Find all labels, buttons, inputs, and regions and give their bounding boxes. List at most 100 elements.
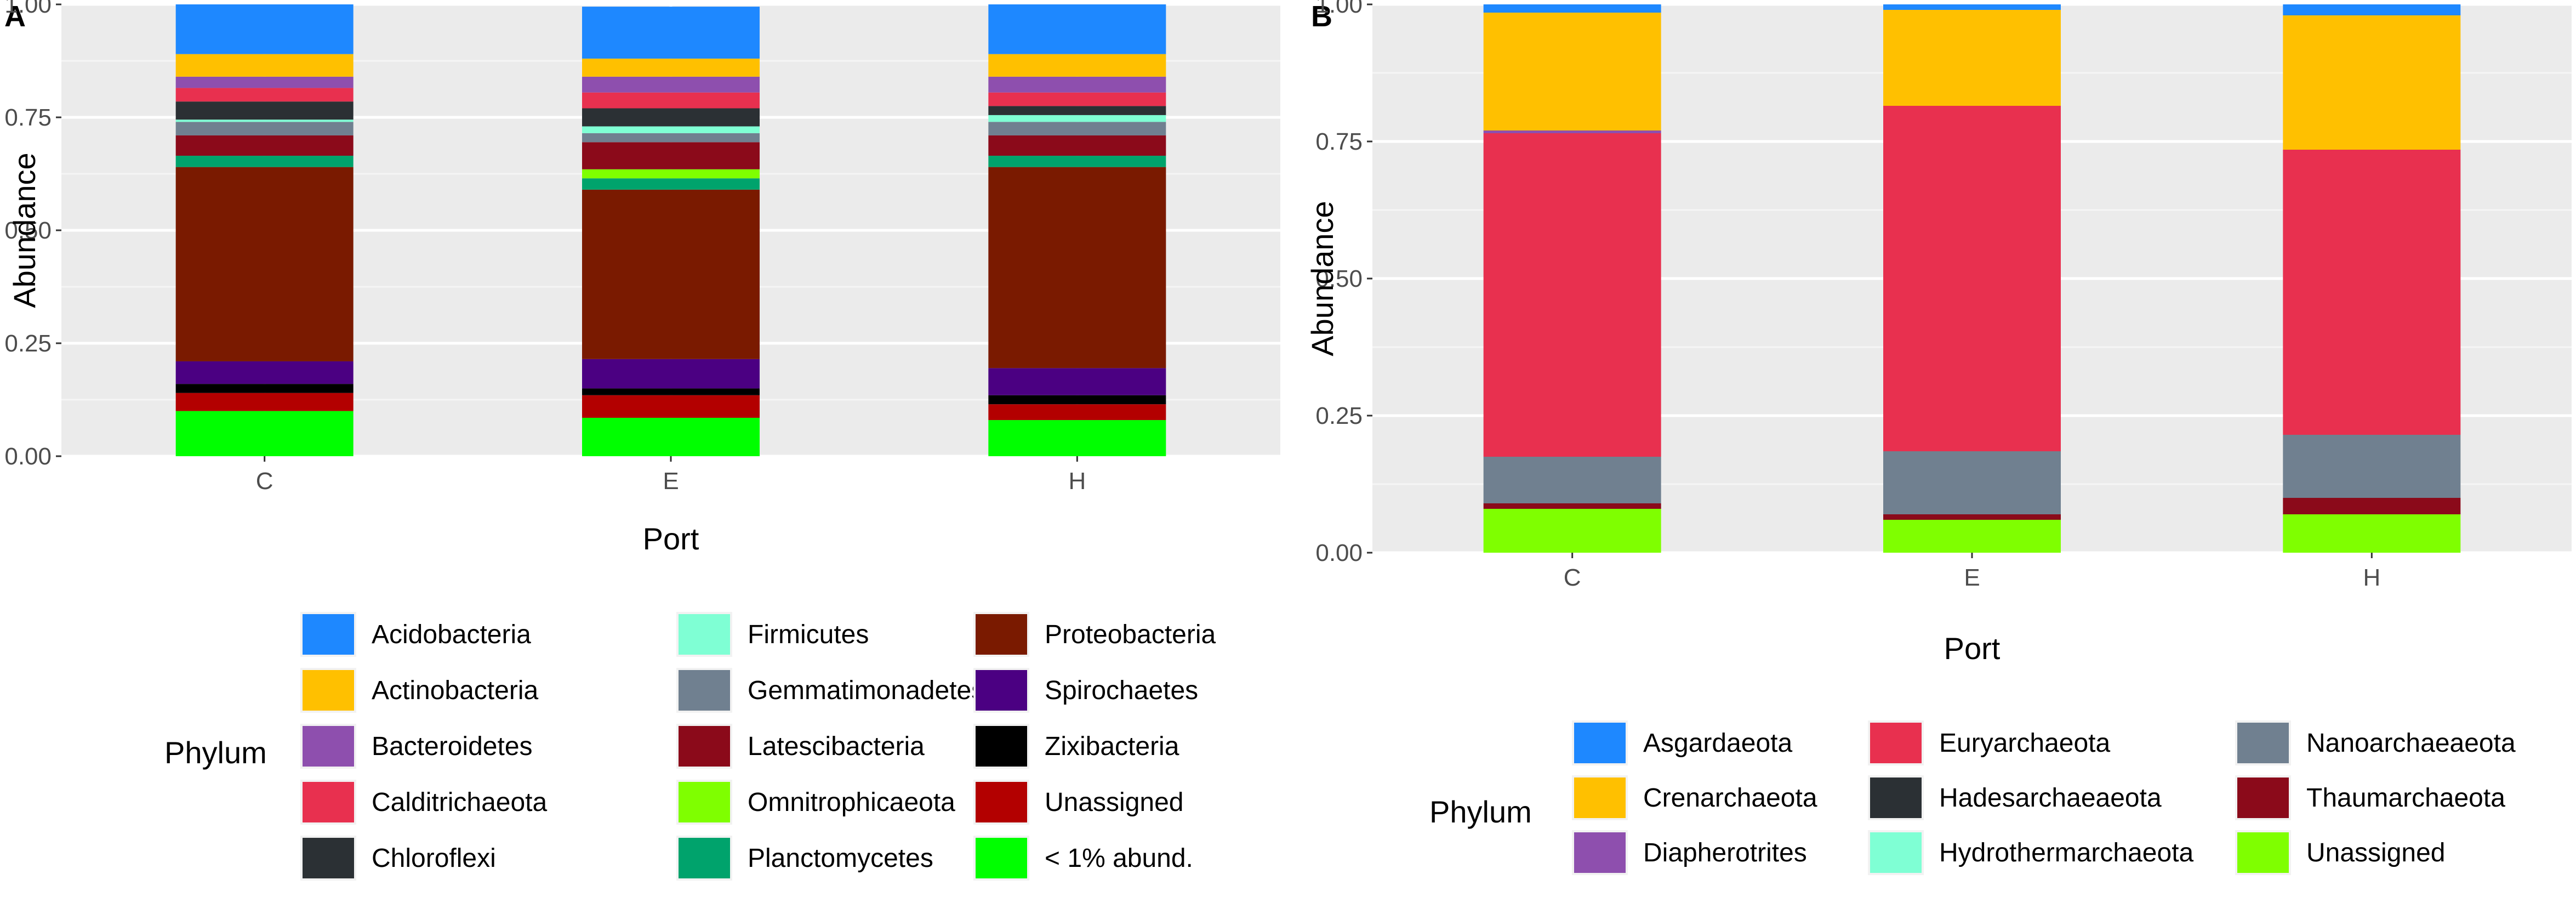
- bar-segment-a-h-gemmatimonadetes: [988, 122, 1166, 135]
- x-axis-title-a: Port: [643, 521, 699, 556]
- legend-swatch-a-firmicutes: [679, 614, 730, 655]
- bar-segment-b-e-asgardaeota: [1883, 4, 2061, 10]
- bar-segment-a-c-gemmatimonadetes: [175, 122, 354, 135]
- bar-segment-a-e-calditrichaeota: [582, 92, 760, 109]
- bar-segment-b-h-nanoarchaeaeota: [2283, 435, 2461, 498]
- bar-segment-b-e-nanoarchaeaeota: [1883, 451, 2061, 514]
- bar-segment-a-e-spirochaetes: [582, 359, 760, 389]
- bar-segment-b-e-thaumarchaeota: [1883, 514, 2061, 520]
- bar-segment-a-c-1-abund: [175, 411, 354, 456]
- bar-segment-a-h-latescibacteria: [988, 135, 1166, 156]
- bar-segment-a-h-spirochaetes: [988, 368, 1166, 395]
- legend-label-a-zixibacteria: Zixibacteria: [1045, 732, 1179, 761]
- legend-label-b-nanoarchaeaeota: Nanoarchaeaeota: [2306, 729, 2516, 758]
- bar-segment-b-e-crenarchaeota: [1883, 10, 2061, 106]
- bar-segment-a-c-chloroflexi: [175, 101, 354, 120]
- bar-segment-a-c-latescibacteria: [175, 135, 354, 156]
- bar-segment-a-h-bacteroidetes: [988, 76, 1166, 93]
- bar-segment-b-h-thaumarchaeota: [2283, 498, 2461, 514]
- legend-label-a-bacteroidetes: Bacteroidetes: [372, 732, 533, 761]
- bar-segment-a-e-unassigned: [582, 395, 760, 418]
- legend-label-b-unassigned: Unassigned: [2306, 838, 2446, 867]
- bar-segment-b-c-crenarchaeota: [1483, 13, 1661, 130]
- legend-swatch-b-hadesarchaeaeota: [1870, 778, 1922, 818]
- legend-swatch-b-hydrothermarchaeota: [1870, 832, 1922, 873]
- legend-label-a-chloroflexi: Chloroflexi: [372, 844, 496, 873]
- legend-swatch-a-unassigned: [976, 782, 1027, 822]
- bar-segment-b-c-unassigned: [1483, 509, 1661, 553]
- y-tick-label-a: 1.00: [4, 0, 52, 18]
- bar-segment-a-h-1-abund: [988, 420, 1166, 456]
- legend-swatch-a-omnitrophicaeota: [679, 782, 730, 822]
- bar-segment-a-c-spirochaetes: [175, 361, 354, 384]
- y-tick-label-b: 1.00: [1315, 0, 1363, 18]
- bar-segment-a-c-calditrichaeota: [175, 88, 354, 102]
- legend-swatch-b-thaumarchaeota: [2237, 778, 2289, 818]
- bar-segment-a-c-acidobacteria: [175, 4, 354, 54]
- bar-segment-a-e-latescibacteria: [582, 142, 760, 169]
- legend-swatch-a-gemmatimonadetes: [679, 670, 730, 711]
- y-tick-label-b: 0.75: [1315, 128, 1363, 155]
- bar-segment-b-c-asgardaeota: [1483, 4, 1661, 13]
- legend-swatch-a-calditrichaeota: [303, 782, 354, 822]
- legend-label-b-hadesarchaeaeota: Hadesarchaeaeota: [1939, 784, 2162, 813]
- legend-label-a-firmicutes: Firmicutes: [748, 620, 869, 649]
- y-tick-label-b: 0.50: [1315, 265, 1363, 292]
- bar-segment-a-h-proteobacteria: [988, 167, 1166, 368]
- legend-label-b-thaumarchaeota: Thaumarchaeota: [2306, 784, 2505, 813]
- bar-segment-b-h-euryarchaeota: [2283, 150, 2461, 435]
- legend-swatch-a-chloroflexi: [303, 838, 354, 878]
- legend-swatch-b-unassigned: [2237, 832, 2289, 873]
- legend-swatch-a-planctomycetes: [679, 838, 730, 878]
- bar-segment-a-c-firmicutes: [175, 120, 354, 122]
- legend-swatch-a-proteobacteria: [976, 614, 1027, 655]
- legend-label-a-gemmatimonadetes: Gemmatimonadetes: [748, 676, 984, 705]
- legend-swatch-b-euryarchaeota: [1870, 723, 1922, 763]
- bar-segment-b-c-nanoarchaeaeota: [1483, 457, 1661, 503]
- panel-b: B 0.00 0.25 0.50 0.75 1.00 C E H Port Abundance Phy…: [1305, 0, 2572, 875]
- x-tick-label-b-c: C: [1564, 564, 1581, 591]
- panel-a: A 0.00 0.25 0.50 0.75 1.00 C E H Port Abundance Phy…: [4, 0, 1280, 881]
- y-tick-label-a: 0.50: [4, 217, 52, 244]
- legend-a: Phylum Acidobacteria Actinobacteria Bactero…: [164, 612, 1216, 881]
- bar-segment-a-e-1-abund: [582, 417, 760, 456]
- legend-swatch-a-bacteroidetes: [303, 726, 354, 767]
- legend-swatch-a-1-abund: [976, 838, 1027, 878]
- bar-segment-b-h-unassigned: [2283, 514, 2461, 553]
- bar-segment-a-e-zixibacteria: [582, 388, 760, 395]
- bar-segment-a-e-omnitrophicaeota: [582, 169, 760, 179]
- legend-swatch-b-nanoarchaeaeota: [2237, 723, 2289, 763]
- y-axis-title-b: Abundance: [1305, 201, 1340, 356]
- bar-segment-a-e-planctomycetes: [582, 178, 760, 190]
- x-tick-label-b-h: H: [2363, 564, 2380, 591]
- legend-b: Phylum Asgardaeota Crenarchaeota Diapherotr…: [1429, 720, 2516, 875]
- bar-segment-a-e-actinobacteria: [582, 58, 760, 77]
- legend-label-b-crenarchaeota: Crenarchaeota: [1643, 784, 1817, 813]
- bar-segment-a-c-zixibacteria: [175, 384, 354, 393]
- y-tick-label-a: 0.25: [4, 330, 52, 357]
- legend-swatch-b-asgardaeota: [1574, 723, 1626, 763]
- y-tick-label-b: 0.00: [1315, 540, 1363, 566]
- bar-segment-a-e-bacteroidetes: [582, 76, 760, 93]
- legend-label-a-proteobacteria: Proteobacteria: [1045, 620, 1216, 649]
- panel-label-a: A: [4, 0, 26, 33]
- x-tick-label-a-c: C: [256, 468, 273, 495]
- legend-label-a-actinobacteria: Actinobacteria: [372, 676, 538, 705]
- y-axis-title-a: Abundance: [7, 152, 42, 308]
- bar-segment-a-c-actinobacteria: [175, 54, 354, 77]
- bar-segment-a-h-chloroflexi: [988, 106, 1166, 115]
- bar-segment-a-c-bacteroidetes: [175, 76, 354, 88]
- legend-label-b-hydrothermarchaeota: Hydrothermarchaeota: [1939, 838, 2194, 867]
- legend-swatch-b-diapherotrites: [1574, 832, 1626, 873]
- y-tick-label-a: 0.75: [4, 104, 52, 131]
- bar-segment-a-h-calditrichaeota: [988, 92, 1166, 106]
- legend-label-a-unassigned: Unassigned: [1045, 788, 1184, 817]
- legend-label-b-diapherotrites: Diapherotrites: [1643, 838, 1807, 867]
- bar-segment-a-h-firmicutes: [988, 115, 1166, 122]
- y-tick-label-b: 0.25: [1315, 402, 1363, 429]
- legend-swatch-a-latescibacteria: [679, 726, 730, 767]
- bar-segment-a-e-proteobacteria: [582, 189, 760, 359]
- y-tick-label-a: 0.00: [4, 443, 52, 470]
- bar-segment-b-h-asgardaeota: [2283, 4, 2461, 15]
